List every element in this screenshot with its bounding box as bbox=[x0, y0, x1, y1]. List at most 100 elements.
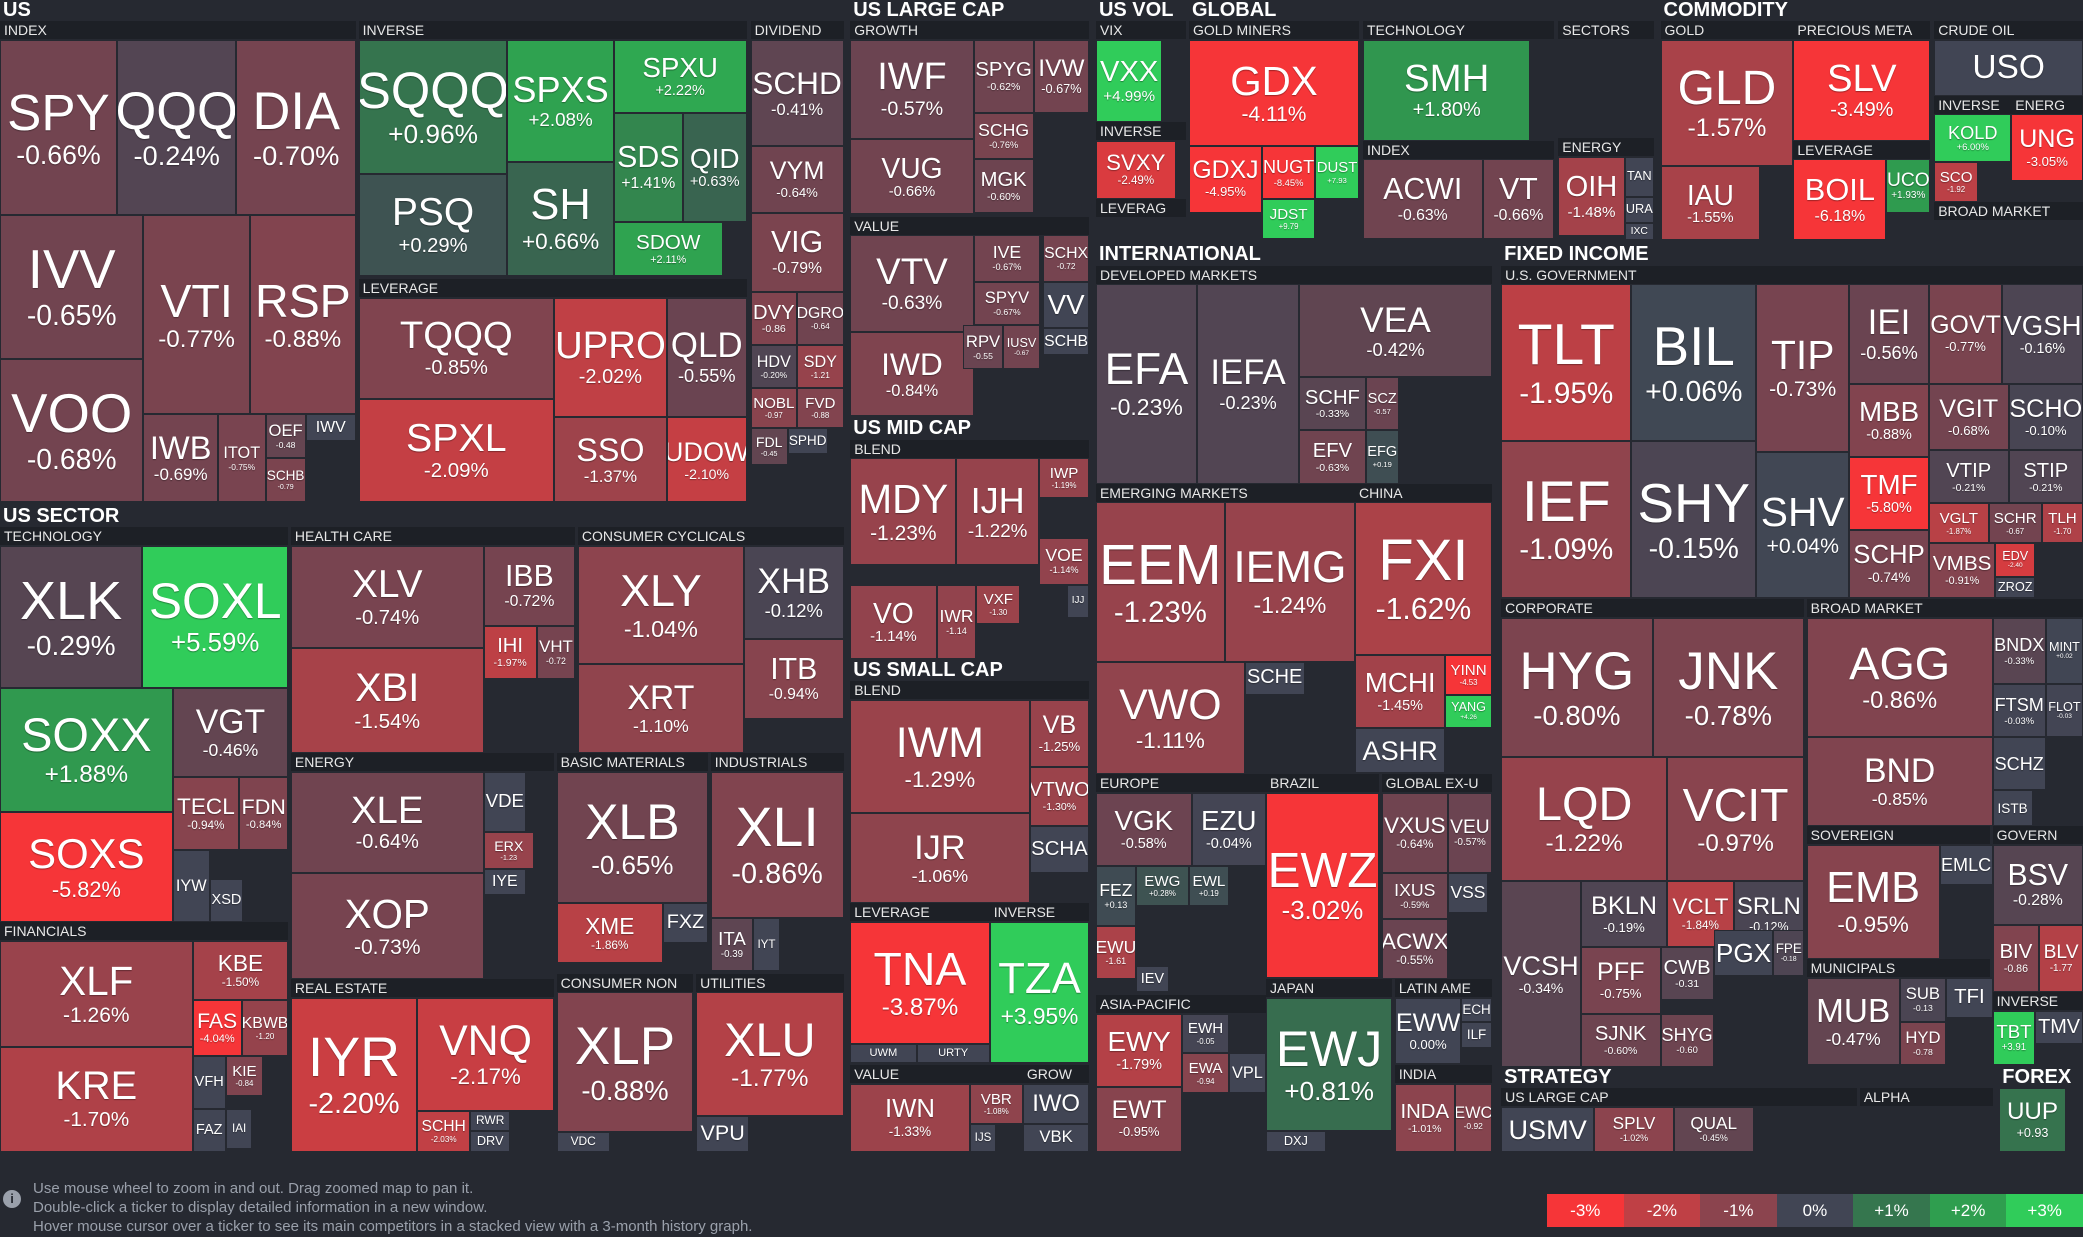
etf-tile[interactable]: VOE -1.14% bbox=[1038, 538, 1090, 585]
etf-tile[interactable]: MBB -0.88% bbox=[1849, 383, 1929, 457]
etf-tile[interactable]: QUAL -0.45% bbox=[1673, 1106, 1754, 1152]
etf-tile[interactable]: BND -0.85% bbox=[1806, 737, 1993, 827]
etf-tile[interactable]: TQQQ -0.85% bbox=[358, 297, 554, 399]
etf-tile[interactable]: SHV +0.04% bbox=[1756, 451, 1850, 598]
etf-tile[interactable]: EWJ +0.81% bbox=[1266, 997, 1393, 1131]
etf-tile[interactable]: SPLV -1.02% bbox=[1594, 1106, 1674, 1152]
etf-tile[interactable]: IEMG -1.24% bbox=[1224, 502, 1355, 662]
etf-tile[interactable]: SPYV -0.67% bbox=[973, 281, 1041, 326]
etf-tile[interactable]: DUST +7.93 bbox=[1315, 146, 1359, 200]
etf-tile[interactable]: STIP -0.21% bbox=[2008, 450, 2083, 504]
etf-tile[interactable]: SOXL +5.59% bbox=[142, 545, 289, 689]
etf-tile[interactable]: FAZ bbox=[192, 1109, 226, 1152]
etf-tile[interactable]: ILF bbox=[1461, 1021, 1492, 1049]
etf-tile[interactable]: MGK -0.60% bbox=[973, 159, 1034, 213]
etf-tile[interactable]: EMLC bbox=[1939, 844, 1993, 885]
etf-tile[interactable]: VEA -0.42% bbox=[1299, 284, 1492, 378]
etf-tile[interactable]: ACWI -0.63% bbox=[1362, 159, 1483, 240]
etf-tile[interactable]: MCHI -1.45% bbox=[1355, 654, 1446, 728]
etf-tile[interactable]: IUSV -0.67 bbox=[1002, 325, 1041, 370]
etf-tile[interactable]: GLD -1.57% bbox=[1660, 39, 1794, 167]
etf-tile[interactable]: IVW -0.67% bbox=[1033, 39, 1090, 113]
etf-tile[interactable]: VPL bbox=[1228, 1053, 1266, 1094]
etf-tile[interactable]: BKLN -0.19% bbox=[1580, 880, 1668, 948]
etf-tile[interactable]: BLV -1.77 bbox=[2039, 924, 2083, 993]
etf-tile[interactable]: CWB -0.31 bbox=[1660, 947, 1714, 1001]
etf-tile[interactable]: VPU bbox=[696, 1115, 750, 1152]
etf-tile[interactable]: FDL -0.45 bbox=[750, 427, 788, 465]
etf-tile[interactable]: IWB -0.69% bbox=[143, 414, 218, 503]
etf-tile[interactable]: DIA -0.70% bbox=[236, 39, 356, 216]
etf-tile[interactable]: SCO -1.92 bbox=[1934, 162, 1979, 202]
etf-tile[interactable]: IWD -0.84% bbox=[850, 332, 974, 416]
etf-tile[interactable]: URTY bbox=[916, 1044, 990, 1063]
etf-tile[interactable]: LQD -1.22% bbox=[1501, 757, 1668, 881]
etf-tile[interactable]: JDST +9.79 bbox=[1262, 199, 1316, 240]
etf-tile[interactable]: SLV -3.49% bbox=[1793, 39, 1931, 141]
etf-tile[interactable]: IEFA -0.23% bbox=[1196, 284, 1300, 484]
etf-tile[interactable]: DVY -0.86 bbox=[750, 292, 798, 346]
etf-tile[interactable]: ITB -0.94% bbox=[743, 638, 844, 719]
etf-tile[interactable]: IEV bbox=[1135, 965, 1170, 993]
etf-tile[interactable]: IXUS -0.59% bbox=[1381, 872, 1448, 920]
etf-tile[interactable]: XOP -0.73% bbox=[290, 872, 484, 980]
etf-tile[interactable]: TFI bbox=[1946, 977, 1993, 1018]
etf-tile[interactable]: SSO -1.37% bbox=[553, 417, 667, 503]
etf-tile[interactable]: QQQ -0.24% bbox=[116, 39, 237, 216]
etf-tile[interactable]: VBR -1.08% bbox=[969, 1084, 1023, 1124]
etf-tile[interactable]: SCHX -0.72 bbox=[1042, 235, 1090, 282]
etf-tile[interactable]: SPHD bbox=[787, 427, 828, 455]
etf-tile[interactable]: QID +0.63% bbox=[682, 112, 747, 222]
etf-tile[interactable]: TLT -1.95% bbox=[1501, 284, 1632, 442]
etf-tile[interactable]: TAN bbox=[1624, 156, 1654, 197]
etf-tile[interactable]: TIP -0.73% bbox=[1756, 284, 1850, 452]
etf-tile[interactable]: SDOW +2.11% bbox=[613, 221, 723, 277]
etf-tile[interactable]: EMB -0.95% bbox=[1806, 844, 1940, 960]
etf-tile[interactable]: BIV -0.86 bbox=[1992, 924, 2040, 993]
etf-tile[interactable]: XLY -1.04% bbox=[577, 545, 744, 665]
etf-tile[interactable]: IAI bbox=[225, 1109, 253, 1150]
etf-tile[interactable]: SJNK -0.60% bbox=[1580, 1013, 1661, 1067]
etf-tile[interactable]: ASHR bbox=[1355, 727, 1446, 774]
etf-tile[interactable]: SCHB -0.79 bbox=[265, 458, 306, 503]
etf-tile[interactable]: SQQQ +0.96% bbox=[358, 39, 508, 175]
etf-tile[interactable]: XLP -0.88% bbox=[556, 992, 694, 1132]
etf-tile[interactable]: SHYG -0.60 bbox=[1660, 1013, 1714, 1067]
etf-tile[interactable]: IWF -0.57% bbox=[850, 39, 974, 140]
etf-tile[interactable]: SCHA bbox=[1029, 826, 1090, 873]
etf-tile[interactable]: XLF -1.26% bbox=[0, 940, 193, 1047]
etf-tile[interactable]: BOIL -6.18% bbox=[1793, 159, 1887, 241]
etf-tile[interactable]: OIH -1.48% bbox=[1558, 156, 1625, 237]
etf-tile[interactable]: VXUS -0.64% bbox=[1381, 793, 1448, 873]
etf-tile[interactable]: SCHP -0.74% bbox=[1849, 530, 1929, 598]
etf-tile[interactable]: EDV -2.40 bbox=[1995, 543, 2036, 577]
etf-tile[interactable]: UWM bbox=[850, 1044, 917, 1063]
etf-tile[interactable]: EZU -0.04% bbox=[1191, 793, 1266, 867]
etf-tile[interactable]: XLU -1.77% bbox=[696, 992, 844, 1116]
etf-tile[interactable]: VEU -0.57% bbox=[1448, 793, 1492, 873]
etf-tile[interactable]: IWN -1.33% bbox=[850, 1084, 970, 1152]
etf-tile[interactable]: OEF -0.48 bbox=[265, 414, 306, 459]
etf-tile[interactable]: IAU -1.55% bbox=[1660, 166, 1761, 241]
etf-tile[interactable]: XSD bbox=[209, 879, 244, 922]
etf-tile[interactable]: IYW bbox=[172, 850, 210, 922]
etf-tile[interactable]: GDX -4.11% bbox=[1188, 39, 1359, 147]
etf-tile[interactable]: FDN -0.84% bbox=[239, 777, 289, 851]
etf-tile[interactable]: EWH -0.05 bbox=[1182, 1013, 1229, 1054]
etf-tile[interactable]: KBWB -1.20 bbox=[241, 1000, 289, 1057]
etf-tile[interactable]: IVE -0.67% bbox=[973, 235, 1041, 282]
etf-tile[interactable]: IJS bbox=[969, 1123, 997, 1152]
etf-tile[interactable]: VGLT -1.87% bbox=[1928, 503, 1989, 544]
etf-tile[interactable]: VTIP -0.21% bbox=[1928, 450, 2009, 504]
etf-tile[interactable]: VGIT -0.68% bbox=[1928, 383, 2009, 451]
etf-tile[interactable]: SCHH -2.03% bbox=[417, 1110, 471, 1152]
etf-tile[interactable]: HYD -0.78 bbox=[1899, 1021, 1947, 1066]
etf-tile[interactable]: VGSH -0.16% bbox=[2001, 284, 2083, 384]
etf-tile[interactable]: XLV -0.74% bbox=[290, 545, 484, 649]
etf-tile[interactable]: IWP -1.19% bbox=[1038, 458, 1090, 499]
etf-tile[interactable]: PGX bbox=[1713, 929, 1774, 977]
etf-tile[interactable]: SPY -0.66% bbox=[0, 39, 117, 216]
etf-tile[interactable]: HYG -0.80% bbox=[1501, 617, 1653, 758]
etf-tile[interactable]: VUG -0.66% bbox=[850, 139, 974, 214]
etf-tile[interactable]: VMBS -0.91% bbox=[1928, 543, 1996, 598]
